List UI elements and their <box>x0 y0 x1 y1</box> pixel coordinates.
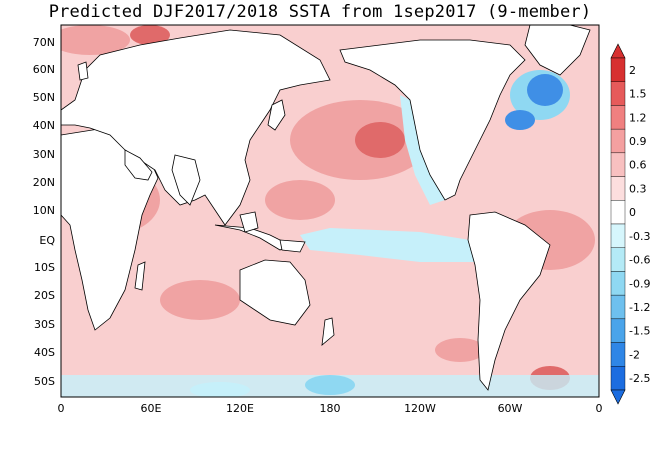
madagascar-land <box>134 261 146 291</box>
lat-label: 10S <box>34 261 55 274</box>
colorbar-label: -1.5 <box>629 325 650 338</box>
lon-label: 0 <box>58 402 65 415</box>
lat-label: 30N <box>33 148 55 161</box>
colorbar-swatch <box>610 105 626 130</box>
arabia-land <box>124 149 153 181</box>
n-atlantic-cool-core <box>527 74 563 106</box>
npac-warm-core <box>355 122 405 158</box>
greenland-land <box>524 25 591 76</box>
colorbar-label: -0.3 <box>629 230 650 243</box>
borneo-land <box>239 211 259 233</box>
colorbar-swatch <box>610 57 626 82</box>
uk-land <box>77 61 89 81</box>
colorbar-swatch <box>610 318 626 343</box>
colorbar-swatch <box>610 294 626 320</box>
colorbar-label: -2 <box>629 348 640 361</box>
colorbar-label: 0.6 <box>629 159 647 172</box>
colorbar-label: -1.2 <box>629 301 650 314</box>
colorbar-label: -0.6 <box>629 254 650 267</box>
india-land <box>171 154 201 206</box>
lon-label: 120E <box>226 402 254 415</box>
lat-label: 20N <box>33 176 55 189</box>
lat-label: 40S <box>34 346 55 359</box>
colorbar-label: 1.2 <box>629 111 647 124</box>
lat-label: 50N <box>33 91 55 104</box>
lat-label: 60N <box>33 63 55 76</box>
lon-label: 180 <box>320 402 341 415</box>
colorbar-swatch <box>610 223 626 248</box>
japan-land <box>267 99 286 131</box>
north-america-land <box>339 39 526 201</box>
s-indian-warm-patch <box>160 280 240 320</box>
colorbar-swatch <box>610 128 626 154</box>
lat-label: 20S <box>34 289 55 302</box>
lat-label: 10N <box>33 204 55 217</box>
colorbar-label: 0.9 <box>629 135 647 148</box>
colorbar-label: 1.5 <box>629 88 647 101</box>
colorbar-swatch <box>610 271 626 296</box>
colorbar-label: -2.5 <box>629 372 650 385</box>
land-masses <box>61 25 591 391</box>
lon-label: 120W <box>404 402 436 415</box>
australia-land <box>239 259 311 326</box>
lat-label: 40N <box>33 119 55 132</box>
colorbar-swatch <box>610 152 626 177</box>
colorbar-swatch <box>610 176 626 201</box>
s-pacific-cool-patch <box>305 375 355 395</box>
colorbar-swatch <box>610 366 626 391</box>
latitude-axis: 70N 60N 50N 40N 30N 20N 10N EQ 10S 20S 3… <box>33 36 56 388</box>
colorbar-min-arrow <box>610 389 626 405</box>
lon-label: 60W <box>498 402 523 415</box>
colorbar-label: 0 <box>629 206 636 219</box>
map-title: Predicted DJF2017/2018 SSTA from 1sep201… <box>48 2 592 22</box>
colorbar-label: 0.3 <box>629 182 647 195</box>
new-guinea-land <box>279 239 306 253</box>
colorbar-swatch <box>610 342 626 367</box>
colorbar-swatch <box>610 247 626 272</box>
se-pacific-warm-patch <box>435 338 485 362</box>
anomaly-field <box>61 25 599 397</box>
lat-label: 50S <box>34 375 55 388</box>
n-atlantic-cool-core-2 <box>505 110 535 130</box>
arctic-warm-patch <box>130 25 170 45</box>
lat-label: 70N <box>33 36 55 49</box>
colorbar-label: 2 <box>629 64 636 77</box>
colorbar: 2 1.5 1.2 0.9 0.6 0.3 0 -0.3 -0.6 -0.9 -1.2 -1.5 -2 -… <box>610 43 650 405</box>
new-zealand-land <box>321 317 335 346</box>
colorbar-swatch <box>610 81 626 106</box>
lon-label: 60E <box>141 402 162 415</box>
lon-label: 0 <box>596 402 603 415</box>
colorbar-label: -0.9 <box>629 277 650 290</box>
s-indian-cool-patch <box>190 382 250 397</box>
map-frame <box>60 24 600 398</box>
lat-label: EQ <box>39 234 55 247</box>
south-america-land <box>467 211 551 391</box>
longitude-axis: 0 60E 120E 180 120W 60W 0 <box>58 402 603 415</box>
tropical-pacific-cool <box>300 228 480 262</box>
colorbar-swatch <box>610 200 626 225</box>
lat-label: 30S <box>34 318 55 331</box>
wpac-warm-patch <box>265 180 335 220</box>
n-europe-warm-patch <box>61 25 130 55</box>
colorbar-max-arrow <box>610 43 626 59</box>
